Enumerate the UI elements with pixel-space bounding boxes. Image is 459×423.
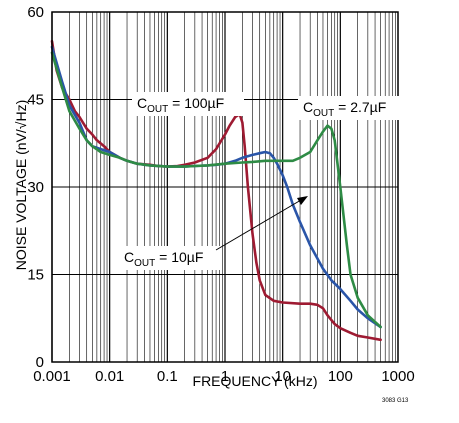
y-tick-label: 60 [27,4,44,21]
figure-number: 3083 G13 [382,398,409,404]
x-tick-label: 0.01 [95,368,124,385]
x-tick-label: 1000 [381,368,414,385]
x-tick-label: 100 [328,368,353,385]
x-tick-label: 1 [221,368,229,385]
y-tick-label: 30 [27,179,44,196]
annotation-cout-2-7uf: COUT = 2.7µF [298,96,404,120]
series-line-2 [50,45,382,329]
y-tick-label: 15 [27,267,44,284]
annotation-arrow [215,196,308,251]
y-tick-label: 0 [36,354,44,371]
x-axis-title: FREQUENCY (kHz) [193,373,318,389]
x-tick-label: 0.1 [157,368,178,385]
x-tick-label: 0.001 [33,368,71,385]
x-tick-label: 10 [274,368,291,385]
svg-text:COUT = 100µF: COUT = 100µF [137,95,224,115]
plot-frame [51,11,399,363]
grid-lines [51,11,398,363]
series-layer [50,39,382,342]
svg-text:COUT = 2.7µF: COUT = 2.7µF [303,99,386,119]
tick-labels: 0.001 0.01 0.1 1 10 100 1000 0 15 30 45 60 [27,4,414,385]
y-axis-title: NOISE VOLTAGE (nV/√Hz) [13,100,29,271]
series-line-1 [50,39,382,342]
series-line-3 [50,51,382,329]
annotation-cout-10uf: COUT = 10µF [119,246,221,270]
y-tick-label: 45 [27,92,44,109]
annotation-cout-100uf: COUT = 100µF [132,92,244,116]
svg-text:COUT = 10µF: COUT = 10µF [124,249,203,269]
